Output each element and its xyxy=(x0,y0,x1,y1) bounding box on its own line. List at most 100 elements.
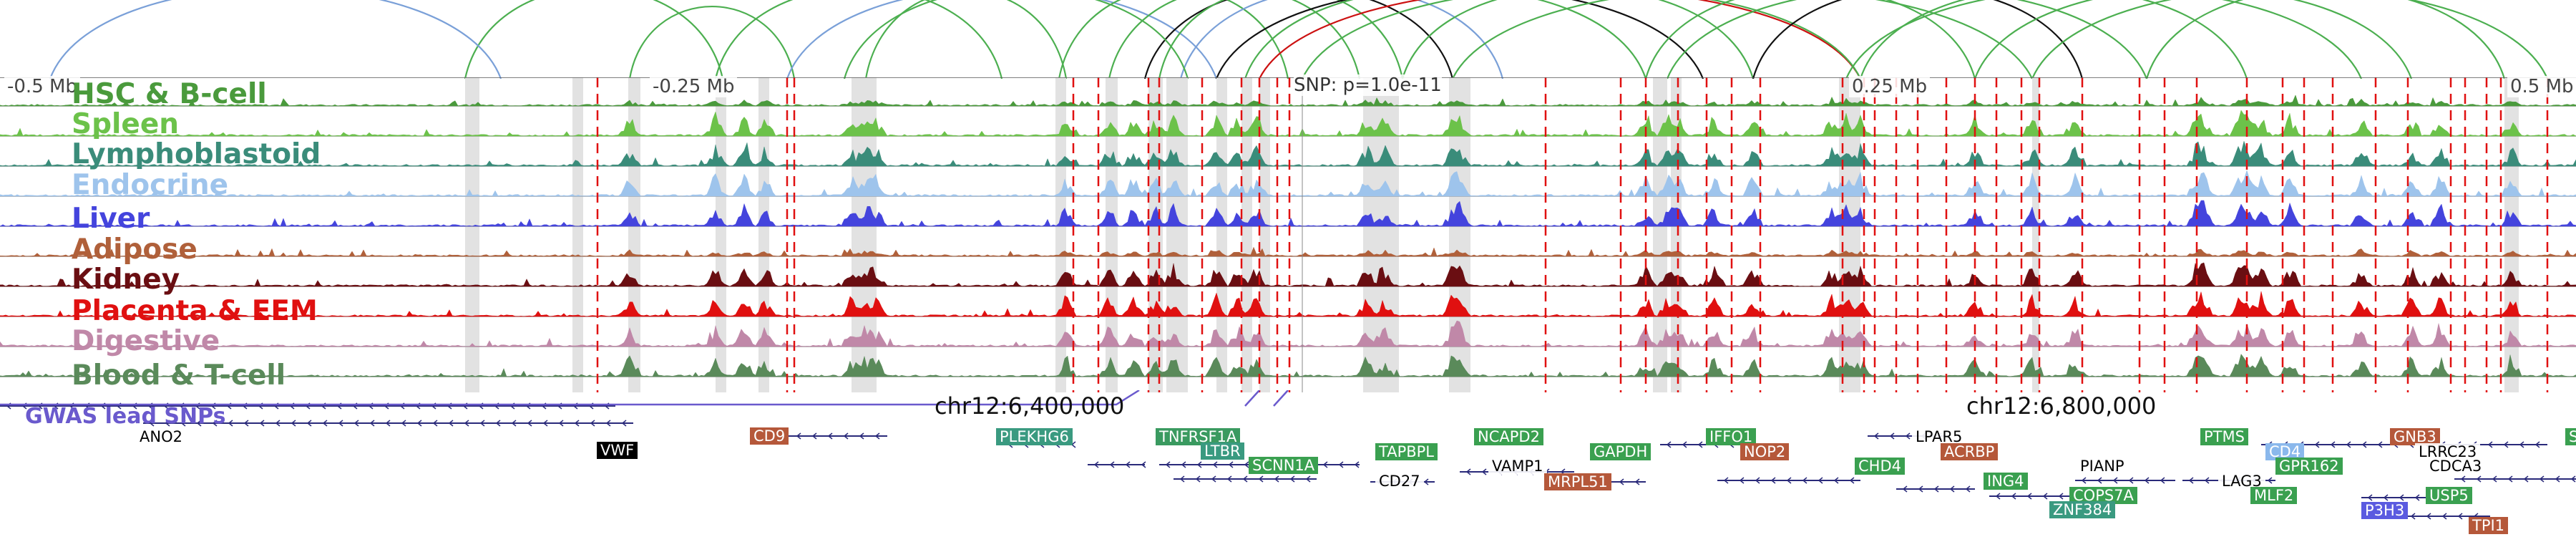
gene-label[interactable]: GPR162 xyxy=(2275,458,2343,475)
strand-arrow xyxy=(2426,513,2431,520)
loop-arc xyxy=(1401,0,1755,79)
gene-label[interactable]: PLEKHG6 xyxy=(996,428,1073,445)
strand-arrow xyxy=(2383,494,2389,501)
gene-label[interactable]: ANO2 xyxy=(136,428,186,445)
strand-arrow xyxy=(322,420,328,427)
strand-arrow xyxy=(1889,432,1895,440)
gene-label[interactable]: VAMP1 xyxy=(1488,458,1547,475)
track-label-adipose: Adipose xyxy=(72,233,197,266)
gene-label[interactable]: SCNN1A xyxy=(1249,457,1319,474)
strand-arrow xyxy=(1195,475,1201,483)
signal-profile xyxy=(0,170,2576,197)
gene-label[interactable]: TPI1 xyxy=(2469,517,2509,534)
strand-arrow xyxy=(2314,441,2320,448)
gene-label[interactable]: IFFO1 xyxy=(1706,428,1757,445)
signal-track xyxy=(0,262,2576,287)
gene-label[interactable]: MLF2 xyxy=(2250,487,2298,504)
strand-arrow xyxy=(2042,493,2048,500)
gene-label[interactable]: CDCA3 xyxy=(2426,458,2486,475)
strand-arrow xyxy=(1481,468,1487,475)
axis-tick-label-minus-0-25: -0.25 Mb xyxy=(650,76,738,97)
strand-arrow xyxy=(1739,477,1745,484)
gene-label[interactable]: PTMS xyxy=(2200,428,2248,445)
gene-label[interactable]: ING4 xyxy=(1984,473,2028,490)
highlight-column xyxy=(572,77,583,392)
gene-label[interactable]: TAPBPL xyxy=(1375,443,1438,460)
strand-arrow xyxy=(1338,461,1344,468)
strand-arrow xyxy=(1125,461,1131,468)
gene-label[interactable]: ZNF384 xyxy=(2049,501,2116,518)
gene-label[interactable]: NCAPD2 xyxy=(1474,428,1543,445)
gene-label[interactable]: P3H3 xyxy=(2361,502,2409,519)
strand-arrow xyxy=(1634,478,1640,485)
gwas-connector xyxy=(0,390,1289,407)
strand-arrow xyxy=(1212,461,1218,468)
strand-arrow xyxy=(1697,441,1703,448)
gene-label[interactable]: PIANP xyxy=(2077,458,2128,475)
gene-label[interactable]: CD27 xyxy=(1375,473,1424,490)
strand-arrow xyxy=(196,420,202,427)
strand-arrow xyxy=(1109,461,1115,468)
loop-arc xyxy=(1143,0,1454,79)
strand-arrow xyxy=(180,420,186,427)
gene-label[interactable]: GNB3 xyxy=(2390,428,2440,445)
gene-label[interactable]: S xyxy=(2565,428,2576,445)
track-label-placenta-eem: Placenta & EEM xyxy=(72,295,318,327)
signal-track xyxy=(0,95,2576,107)
strand-arrow xyxy=(306,420,312,427)
strand-arrow xyxy=(338,420,343,427)
strand-arrow xyxy=(1165,461,1171,468)
strand-arrow xyxy=(291,420,296,427)
strand-arrow xyxy=(796,432,801,440)
strand-arrow xyxy=(1228,461,1234,468)
strand-arrow xyxy=(1423,478,1429,485)
strand-arrow xyxy=(1818,477,1823,484)
strand-arrow xyxy=(259,420,265,427)
strand-arrow xyxy=(1322,461,1328,468)
strand-arrow xyxy=(228,420,233,427)
signal-profile xyxy=(0,110,2576,137)
gene-label[interactable]: GAPDH xyxy=(1590,443,1652,460)
strand-arrow xyxy=(1181,461,1186,468)
strand-arrow xyxy=(1289,475,1295,483)
strand-arrow xyxy=(2204,477,2210,484)
signal-profile xyxy=(0,354,2576,377)
strand-arrow xyxy=(1786,477,1792,484)
track-label-kidney: Kidney xyxy=(72,263,180,296)
coord-label-6-8mb: chr12:6,800,000 xyxy=(1966,392,2157,420)
strand-arrow xyxy=(2503,441,2509,448)
loop-arc xyxy=(1179,0,1504,79)
signal-profile xyxy=(0,320,2576,347)
strand-arrow xyxy=(1723,477,1729,484)
highlight-column xyxy=(2032,77,2039,392)
strand-arrow xyxy=(2081,477,2087,484)
strand-arrow xyxy=(275,420,280,427)
track-label-endocrine: Endocrine xyxy=(72,169,229,201)
signal-track xyxy=(0,354,2576,377)
loop-arc xyxy=(1452,0,2033,79)
signal-track xyxy=(0,200,2576,227)
strand-arrow xyxy=(1965,485,1971,493)
strand-arrow xyxy=(1093,461,1099,468)
signal-profile xyxy=(0,200,2576,227)
signal-profile xyxy=(0,140,2576,167)
gene-label[interactable]: MRPL51 xyxy=(1544,473,1611,490)
strand-arrow xyxy=(527,420,532,427)
gene-label[interactable]: CD9 xyxy=(750,427,789,445)
gene-label[interactable]: ACRBP xyxy=(1941,443,1999,460)
strand-arrow xyxy=(243,420,249,427)
loop-arc xyxy=(1244,0,1647,79)
strand-arrow xyxy=(2267,477,2273,484)
gene-label[interactable]: LTBR xyxy=(1201,442,1244,460)
loop-arc xyxy=(464,0,724,79)
strand-arrow xyxy=(353,420,359,427)
gene-label[interactable]: USP5 xyxy=(2426,487,2472,504)
strand-arrow xyxy=(1995,493,2001,500)
gene-label[interactable]: LPAR5 xyxy=(1912,428,1966,445)
signal-profile xyxy=(0,291,2576,317)
gene-label[interactable]: NOP2 xyxy=(1740,443,1790,460)
gene-label[interactable]: VWF xyxy=(597,442,638,459)
coord-label-6-4mb: chr12:6,400,000 xyxy=(935,392,1125,420)
gene-label[interactable]: CHD4 xyxy=(1855,458,1905,475)
loop-arc xyxy=(2145,0,2506,79)
